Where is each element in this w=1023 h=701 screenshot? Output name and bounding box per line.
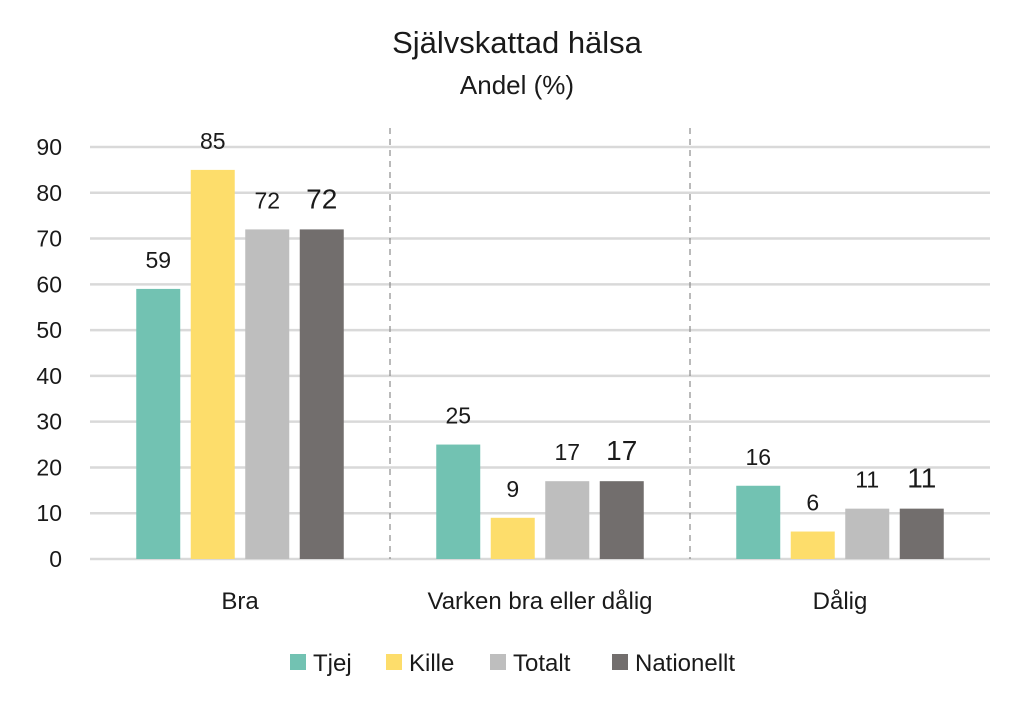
y-axis: 0 10 20 30 40 50 60 70 80 90 (36, 134, 62, 572)
legend-swatch (290, 654, 306, 670)
data-label: 11 (855, 467, 879, 493)
x-category-label: Varken bra eller dålig (427, 588, 652, 615)
bar-totalt (545, 481, 590, 559)
bar-tjej (736, 485, 781, 559)
bar-totalt (245, 229, 290, 559)
y-tick-label: 20 (36, 454, 62, 480)
bar-nationellt (299, 229, 344, 559)
bar-kille (790, 531, 835, 559)
data-label: 72 (254, 187, 280, 213)
x-category-label: Bra (221, 588, 259, 615)
data-label: 9 (506, 476, 519, 502)
data-label: 16 (745, 444, 771, 470)
legend: Tjej Kille Totalt Nationellt (290, 650, 735, 677)
chart-title: Självskattad hälsa (392, 25, 643, 60)
data-label: 25 (445, 403, 471, 429)
bar-nationellt (599, 481, 644, 559)
bar-kille (490, 517, 535, 559)
x-category-label: Dålig (813, 588, 868, 615)
y-tick-label: 10 (36, 500, 62, 526)
category-separators (389, 128, 691, 559)
legend-swatch (490, 654, 506, 670)
y-tick-label: 60 (36, 271, 62, 297)
bar-tjej (436, 444, 481, 559)
bars: 59 85 72 72 25 9 17 17 16 6 11 11 (136, 128, 944, 559)
data-label: 85 (200, 128, 226, 154)
chart-subtitle: Andel (%) (460, 70, 574, 100)
legend-label: Totalt (513, 650, 571, 677)
y-tick-label: 50 (36, 317, 62, 343)
y-tick-label: 80 (36, 180, 62, 206)
x-axis: Bra Varken bra eller dålig Dålig (221, 588, 867, 615)
data-label: 6 (806, 490, 819, 516)
y-tick-label: 0 (49, 546, 62, 572)
legend-swatch (612, 654, 628, 670)
y-tick-label: 90 (36, 134, 62, 160)
y-tick-label: 30 (36, 409, 62, 435)
y-tick-label: 40 (36, 363, 62, 389)
y-tick-label: 70 (36, 226, 62, 252)
gridlines (90, 145, 990, 561)
data-label: 11 (907, 463, 936, 494)
data-label: 17 (554, 439, 580, 465)
data-label: 72 (306, 183, 337, 214)
legend-label: Nationellt (635, 650, 735, 677)
legend-swatch (386, 654, 402, 670)
data-label: 17 (606, 435, 637, 466)
bar-kille (190, 169, 235, 559)
legend-label: Kille (409, 650, 454, 677)
bar-tjej (136, 288, 181, 559)
bar-nationellt (899, 508, 944, 559)
bar-totalt (845, 508, 890, 559)
legend-label: Tjej (313, 650, 352, 677)
data-label: 59 (145, 247, 171, 273)
